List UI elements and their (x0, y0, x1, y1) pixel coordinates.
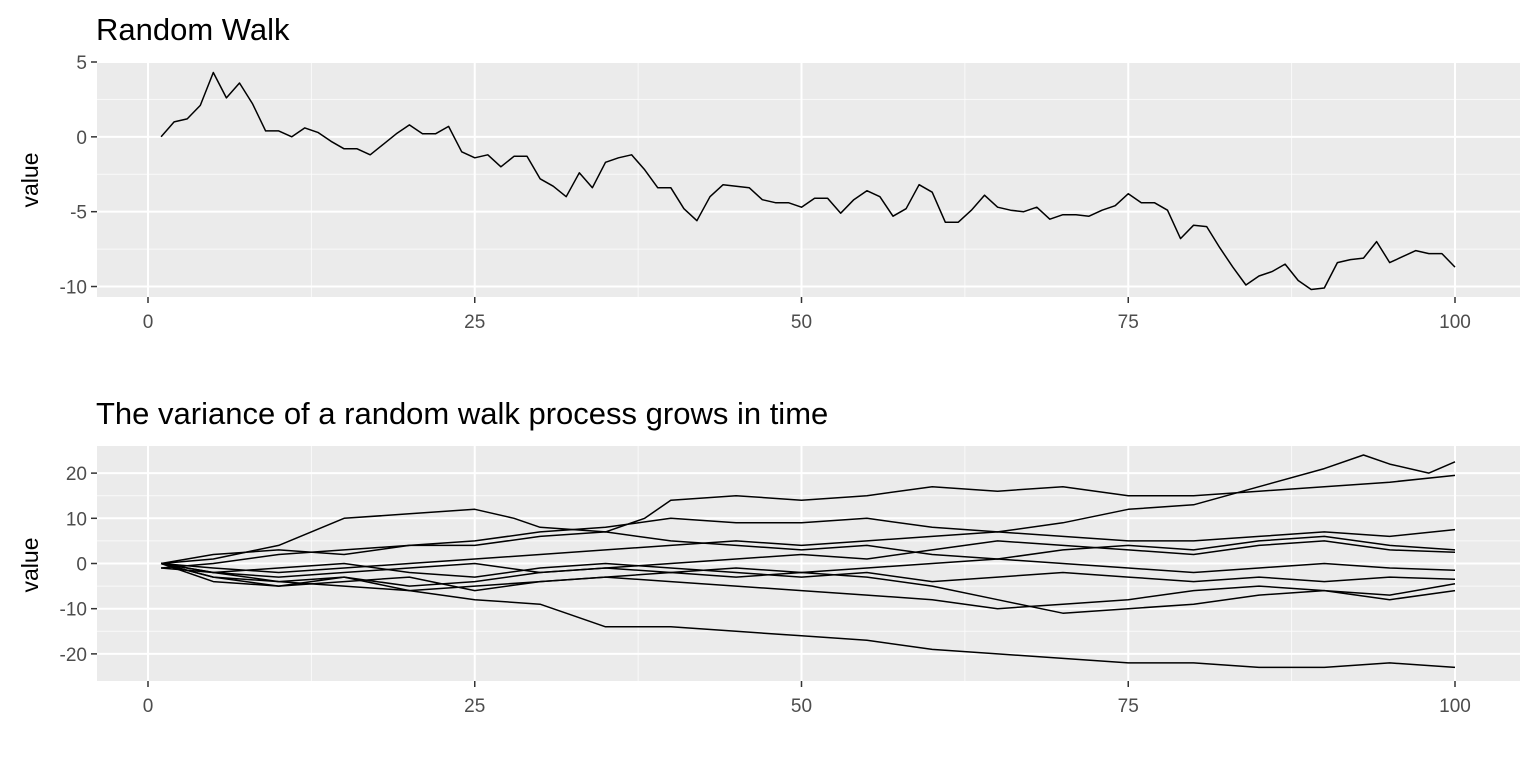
series-line-1 (160, 71, 1456, 291)
chart-title-1: Random Walk (96, 12, 290, 47)
y-tick-label: -10 (60, 600, 87, 621)
x-tick-label: 0 (143, 696, 154, 717)
y-tick-label: -10 (60, 278, 87, 299)
x-tick-label: 100 (1439, 312, 1471, 333)
y-axis-label-2: value (17, 538, 43, 593)
y-tick-label: 0 (76, 555, 87, 576)
series-line-8 (160, 562, 1456, 610)
x-tick-label: 100 (1439, 696, 1471, 717)
series-line-10 (160, 562, 1456, 669)
series-line-1 (160, 454, 1456, 565)
y-axis-label-1: value (17, 153, 43, 208)
y-tick-label: -20 (60, 645, 87, 666)
y-tick-label: 5 (76, 53, 87, 74)
x-tick-label: 25 (464, 696, 485, 717)
y-tick-label: 10 (66, 509, 87, 530)
x-tick-label: 25 (464, 312, 485, 333)
x-tick-label: 50 (791, 696, 812, 717)
x-tick-label: 75 (1118, 312, 1139, 333)
series-line-7 (161, 562, 1456, 583)
panel-background (97, 62, 1520, 297)
chart-title-2: The variance of a random walk process gr… (96, 396, 828, 431)
y-tick-label: 20 (66, 464, 87, 485)
y-tick-label: -5 (70, 203, 87, 224)
x-tick-label: 50 (791, 312, 812, 333)
x-tick-label: 75 (1118, 696, 1139, 717)
y-tick-label: 0 (76, 128, 87, 149)
series-line-2 (161, 474, 1456, 565)
series-line-9 (160, 562, 1456, 614)
x-tick-label: 0 (143, 312, 154, 333)
series-line-5 (160, 540, 1456, 578)
series-line-4 (161, 531, 1456, 569)
